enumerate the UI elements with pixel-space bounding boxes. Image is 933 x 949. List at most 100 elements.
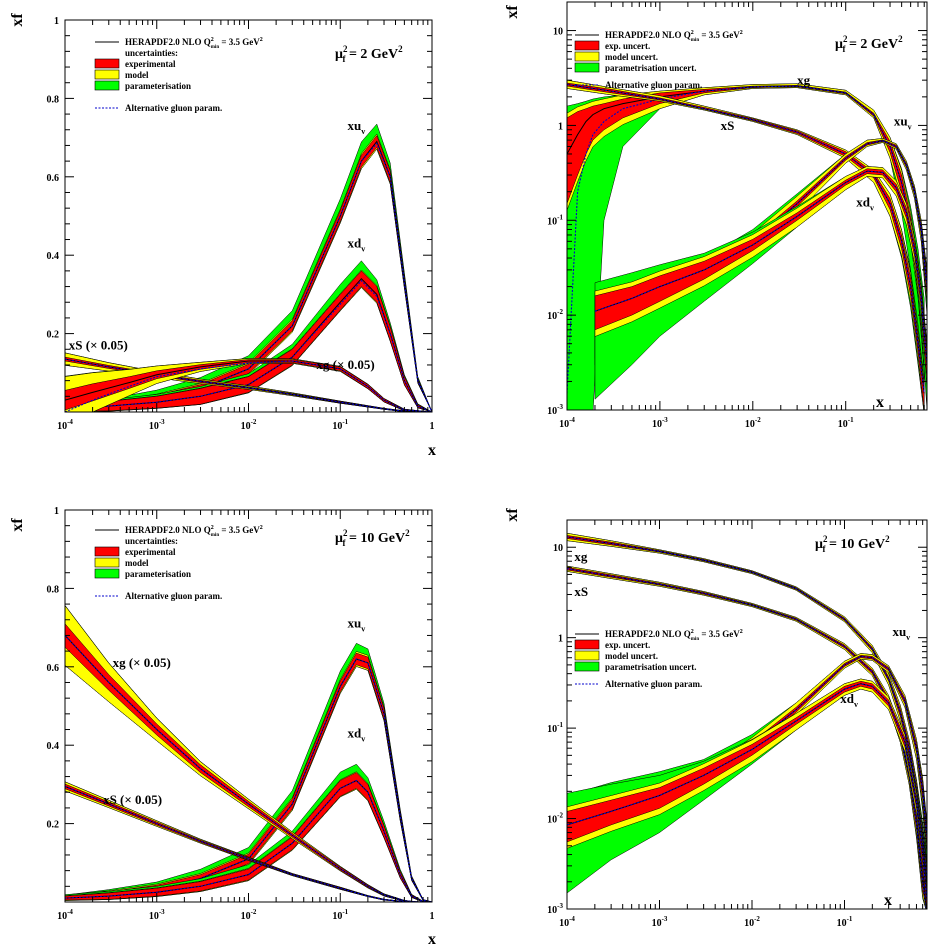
y-tick-label: 10-3 [547,403,563,417]
text-part: -3 [557,902,563,910]
legend-header: uncertainties: [125,48,178,58]
factorisation-scale-label: μ2 f = 2 GeV2 [335,44,403,64]
legend-swatch [94,557,120,568]
text-part: v [361,734,365,743]
plot-area [65,604,432,902]
text-part: 10 [547,815,557,826]
x-tick-label: 10-1 [332,908,348,922]
legend-item: parameterisation [125,81,191,91]
legend-item: parametrisation uncert. [605,63,696,73]
xs-alternative-gluon-line [65,785,432,902]
text-part: 10 [547,724,557,735]
xd-alternative-gluon-line [65,779,432,902]
xg-model-band [65,605,432,902]
curve-label: xg (× 0.05) [316,357,374,372]
legend-item: experimental [125,547,176,557]
xg-model-band [567,532,927,900]
y-tick-label: 0.2 [47,330,60,341]
text-part: xS [721,118,735,133]
legend-alt-label: Alternative gluon param. [605,679,702,689]
legend-item: model [125,558,149,568]
text-part: -3 [662,915,668,923]
x-tick-label: 10-3 [652,416,668,430]
text-part: = 10 GeV [345,531,405,546]
text-part: μ [835,37,843,52]
text-part: 10 [559,918,569,929]
text-part: 1 [558,634,563,645]
xd-experimental-band [65,270,432,412]
text-part: -4 [67,418,73,426]
curve-label: xS [574,584,588,599]
y-tick-label: 10-1 [547,721,563,735]
text-part: = 3.5 GeV [699,30,740,40]
text-part: xd [348,725,363,740]
curve-label: xuv [348,616,366,634]
text-part: f [822,544,826,554]
legend-swatch [574,661,600,672]
text-part: 2 [898,34,903,44]
curve-label: xg (× 0.05) [113,655,171,670]
legend-item: model [125,70,149,80]
x-axis-label: x [884,892,892,909]
text-part: μ [335,47,343,62]
text-part: 10 [553,543,563,554]
text-part: 10 [744,918,754,929]
xd-alternative-gluon-line [567,683,927,902]
y-axis-label: xf [504,5,521,19]
text-part: f [842,44,846,54]
y-tick-label: 10-2 [547,308,563,322]
text-part: v [908,122,912,131]
text-part: -3 [557,403,563,411]
x-tick-label: 10-4 [559,915,575,929]
x-axis-label: x [428,931,436,948]
text-part: xg (× 0.05) [316,357,374,372]
text-part: xu [348,616,362,631]
legend-item: exp. uncert. [605,640,650,650]
text-part: v [361,625,365,634]
y-tick-label: 0.8 [47,584,60,595]
curve-label: xdv [840,691,858,709]
text-part: v [361,244,365,253]
text-part: 2 [343,528,348,538]
y-tick-label: 0.6 [47,663,60,674]
text-part: HERAPDF2.0 NLO Q [125,37,211,47]
text-part: -1 [847,915,853,923]
legend-item: model uncert. [605,52,658,62]
text-part: = 2 GeV [845,37,898,52]
text-part: 2 [740,629,743,635]
curve-label: xS [721,118,735,133]
xd-alternative-gluon-line [65,279,432,412]
text-part: min [691,38,700,43]
plot-frame [566,519,928,910]
text-part: xg [797,72,811,87]
y-axis-label: xf [504,508,521,522]
x-tick-label: 1 [430,911,435,922]
y-tick-label: 10-1 [547,213,563,227]
y-tick-label: 10 [553,543,563,554]
x-tick-label: 10-3 [149,908,165,922]
text-part: xg [574,549,588,564]
legend-swatch [94,568,120,579]
legend-swatch [94,546,120,557]
text-part: v [906,633,910,642]
text-part: v [854,700,858,709]
text-part: -4 [67,908,73,916]
text-part: 2 [343,44,348,54]
text-part: xu [348,118,362,133]
xg-alternative-gluon-line [65,635,432,902]
text-part: f [342,54,346,64]
xg-alternative-gluon-line [65,360,432,412]
y-tick-label: 1 [54,506,59,517]
curve-label: xg [574,549,588,564]
legend-item: parametrisation uncert. [605,662,696,672]
y-tick-label: 10-2 [547,812,563,826]
text-part: 10 [652,419,662,430]
curve-label: xdv [348,725,366,743]
x-tick-label: 10-4 [57,908,73,922]
plot-frame [566,1,928,411]
text-part: -1 [557,213,563,221]
text-part: 10 [652,918,662,929]
text-part: xS (× 0.05) [103,792,162,807]
